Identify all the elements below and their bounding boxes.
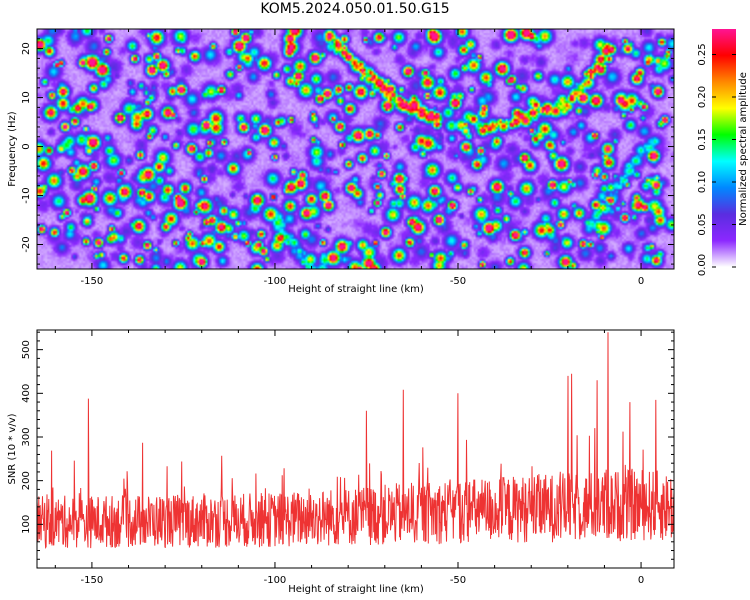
colorbar-tick-label: 0.05	[697, 213, 708, 235]
y-tick-label: 400	[21, 384, 32, 403]
x-tick-label: -50	[450, 276, 466, 287]
colorbar-tick-label: 0.00	[697, 254, 708, 276]
y-tick-label: -10	[21, 187, 32, 203]
snr-series-line	[36, 332, 675, 549]
x-tick-label: -50	[450, 575, 466, 586]
snr-x-axis-label: Height of straight line (km)	[288, 584, 424, 595]
colorbar: 0.00 0.05 0.10 0.15 0.20 0.25 Normalized spec…	[697, 29, 749, 276]
colorbar-tick-label: 0.10	[697, 171, 708, 193]
spectrogram-y-axis-label: Frequency (Hz)	[7, 111, 18, 187]
colorbar-tick-label: 0.25	[697, 43, 708, 65]
snr-y-axis-label: SNR (10 * v/v)	[7, 413, 18, 484]
y-tick-label: 100	[21, 515, 32, 534]
x-tick-label: -150	[81, 575, 104, 586]
colorbar-tick-label: 0.20	[697, 86, 708, 108]
x-tick-label: 0	[638, 276, 644, 287]
snr-frame	[36, 329, 675, 569]
x-tick-label: -100	[264, 276, 287, 287]
y-tick-label: 20	[21, 42, 32, 55]
y-tick-label: 300	[21, 427, 32, 446]
spectrogram-frame	[36, 28, 675, 270]
y-tick-label: 200	[21, 471, 32, 490]
figure-title: KOM5.2024.050.01.50.G15	[260, 1, 450, 17]
x-tick-label: 0	[638, 575, 644, 586]
colorbar-ticks: 0.00 0.05 0.10 0.15 0.20 0.25	[697, 43, 736, 276]
x-tick-label: -100	[264, 575, 287, 586]
spectrogram-heatmap	[37, 29, 674, 269]
colorbar-scale	[712, 29, 736, 267]
y-tick-label: 500	[21, 340, 32, 359]
spectrogram-x-axis-label: Height of straight line (km)	[288, 284, 424, 295]
y-tick-label: -20	[21, 236, 32, 252]
colorbar-tick-label: 0.15	[697, 128, 708, 150]
x-tick-label: -150	[81, 276, 104, 287]
y-tick-label: 10	[21, 91, 32, 104]
y-tick-label: 0	[21, 143, 32, 149]
snr-panel: -150 -100 -50 0 100 200 300 400 500 Height of st…	[7, 329, 675, 595]
snr-ticks: -150 -100 -50 0 100 200 300 400 500	[21, 330, 674, 586]
colorbar-label: Normalized spectral amplitude	[738, 72, 749, 226]
